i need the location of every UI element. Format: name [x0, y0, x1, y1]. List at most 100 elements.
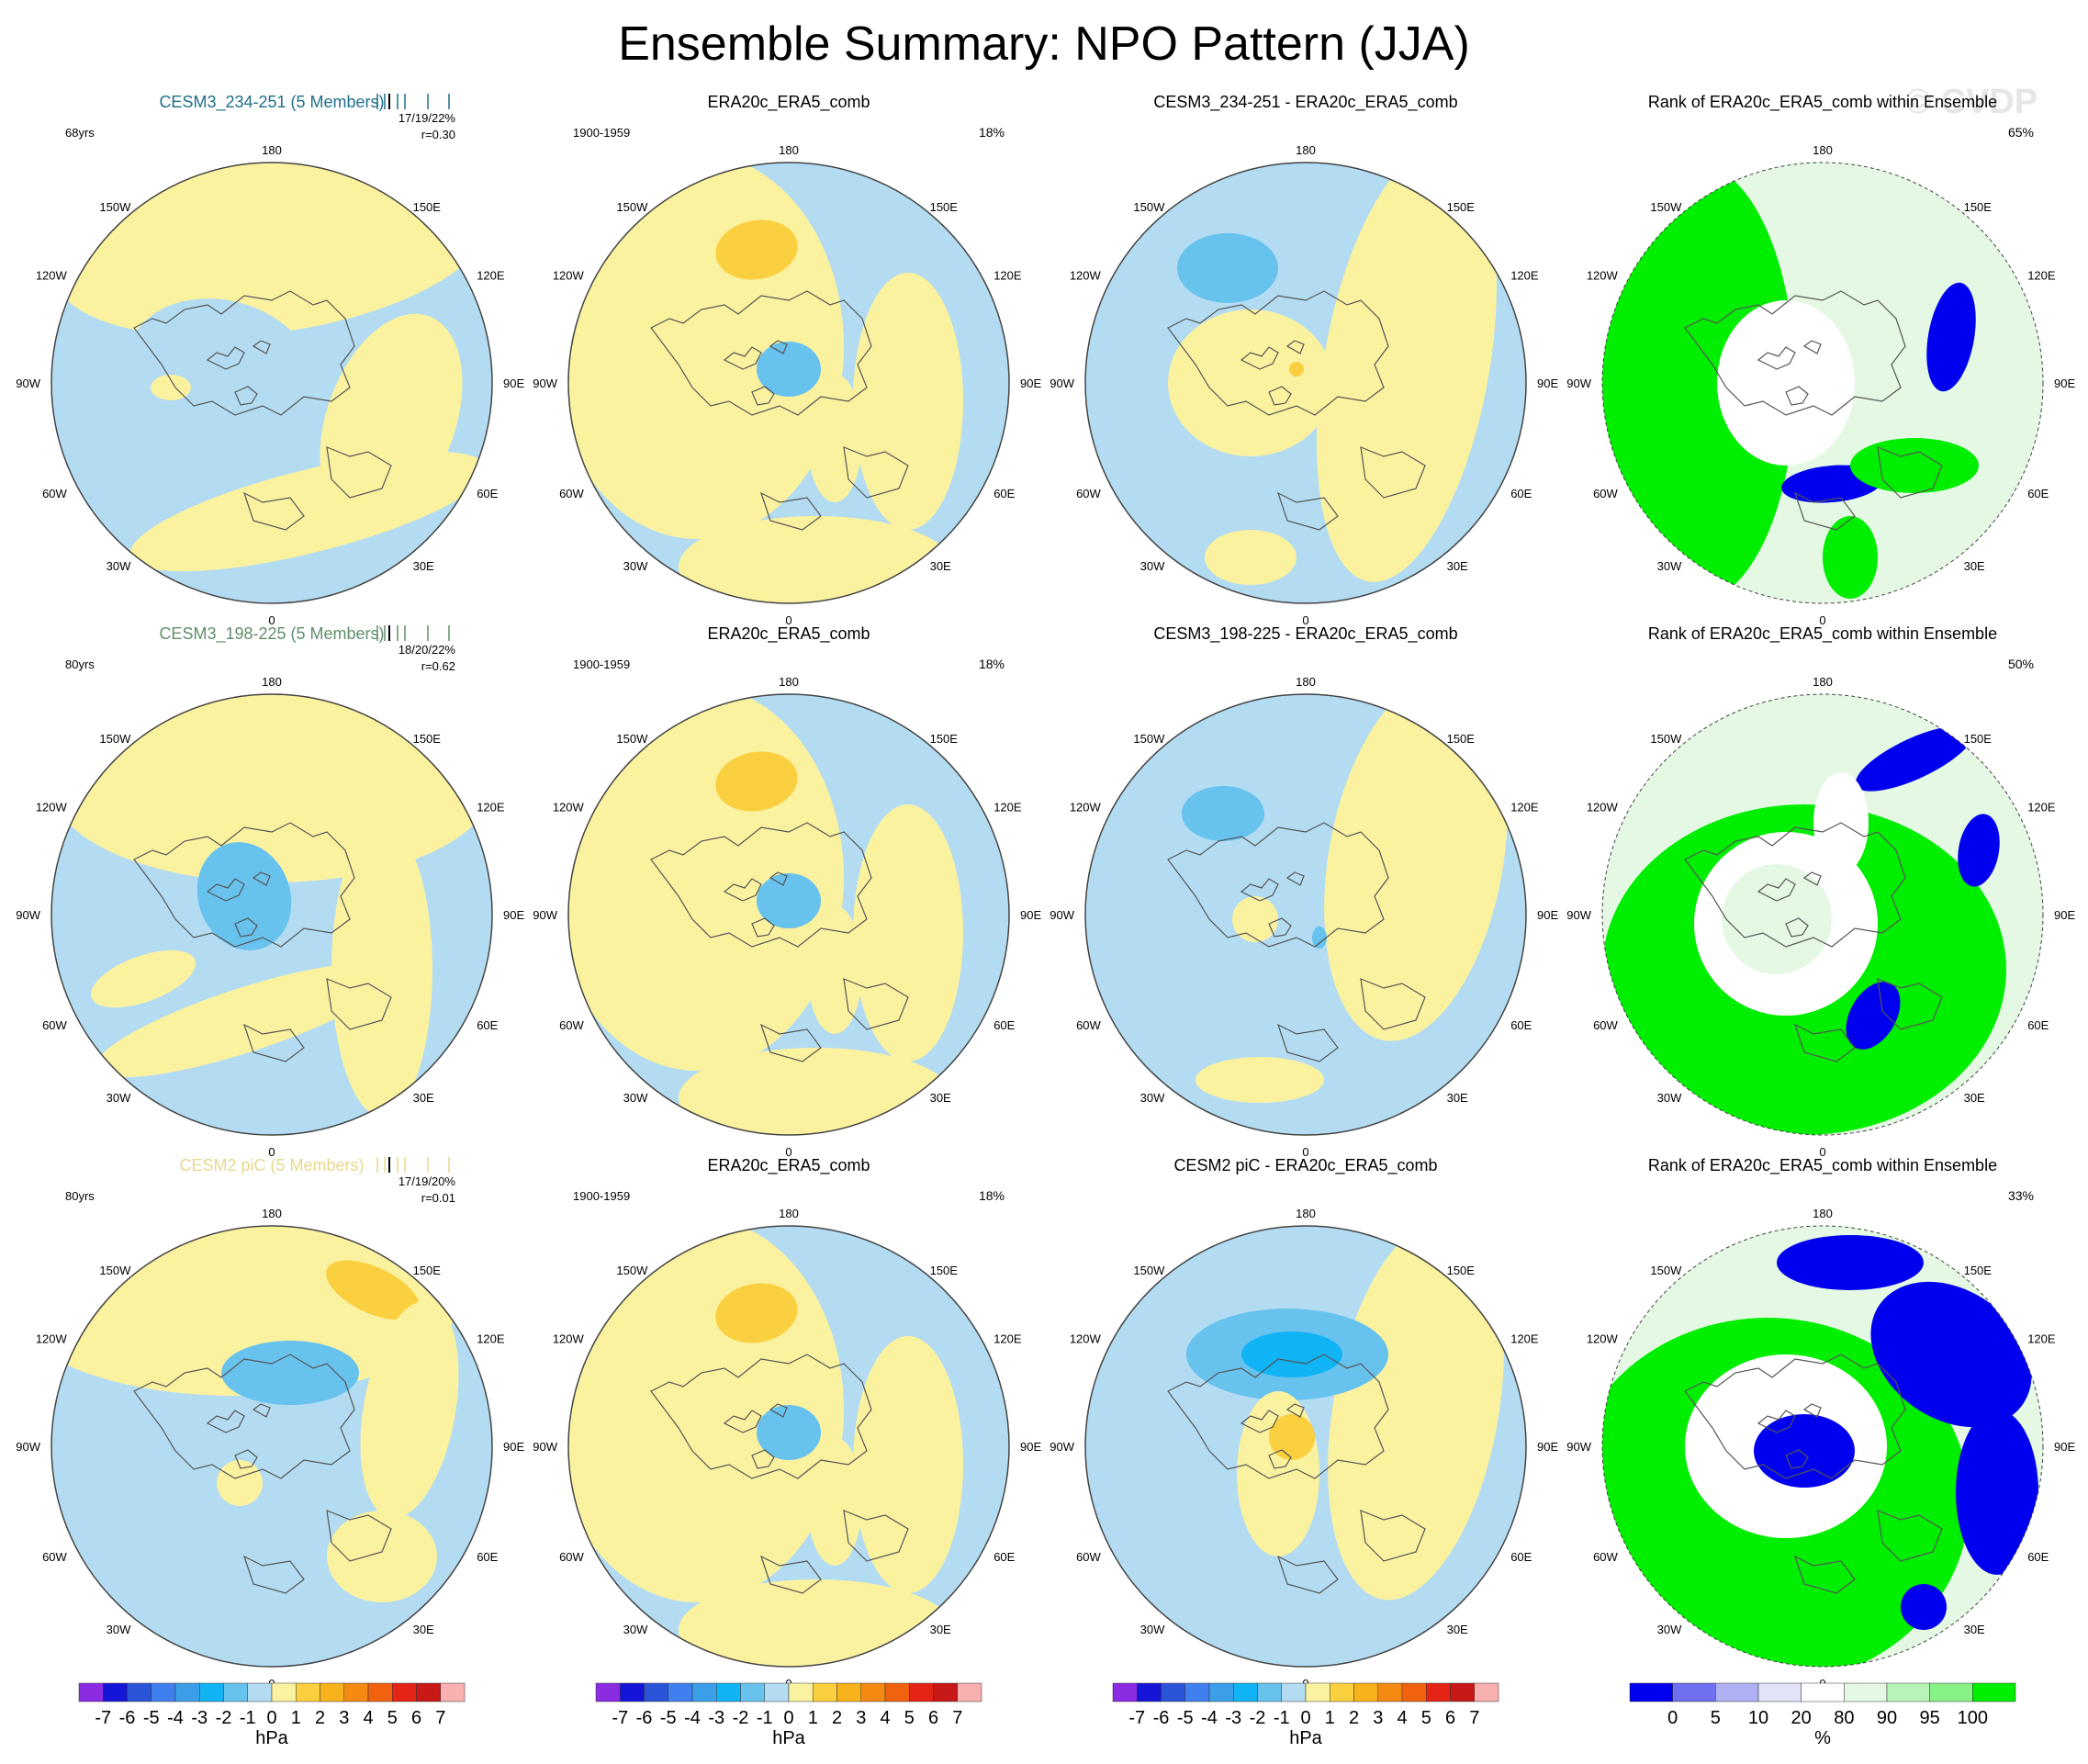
colorbar-tick-label: 0 [1300, 1708, 1310, 1728]
map-border [1601, 1225, 2044, 1668]
longitude-label: 0 [268, 1145, 275, 1159]
colorbar-swatch [296, 1682, 320, 1702]
colorbar-tick-label: -3 [191, 1708, 208, 1728]
longitude-label: 90E [1537, 1440, 1558, 1454]
field-blob-rank_lo [1754, 1414, 1855, 1488]
longitude-label: 30E [930, 559, 951, 573]
colorbar-hpa-3: -7 -6 -5 -4 -3 -2 -1 0 1 2 3 4 5 6 7 hPa [1112, 1682, 1499, 1748]
colorbar-tick-label: 3 [339, 1708, 349, 1728]
pct-label: 18% [979, 657, 1005, 671]
colorbar-swatch [957, 1682, 982, 1702]
coastline [1684, 1354, 1943, 1594]
colorbar-unit: % [1814, 1728, 1831, 1748]
longitude-label: 180 [262, 675, 282, 689]
map-panel-rank-row2: 180 150E 120E 90E 60E 30E 0 30W 60W 90W 120W 150W Ra… [1566, 624, 2075, 1159]
longitude-label: 150E [1964, 1264, 1993, 1277]
field-blob-neg3 [1177, 233, 1278, 303]
colorbar-tick-label: -4 [1201, 1708, 1218, 1728]
colorbar-swatch [1330, 1682, 1354, 1702]
colorbar-swatch [103, 1682, 128, 1702]
colorbar-tick-label: -1 [757, 1708, 773, 1728]
panel-title: CESM3_198-225 (5 Members) [159, 624, 384, 644]
longitude-label: 180 [1296, 143, 1316, 157]
longitude-label: 60E [1510, 1550, 1532, 1564]
field-blob-rank_lo [1855, 725, 1974, 792]
colorbar-swatch [78, 1682, 104, 1702]
pct-label: 33% [2008, 1188, 2034, 1203]
map-border [51, 1225, 493, 1668]
field-shading [1602, 725, 2006, 1135]
longitude-label: 90E [503, 1440, 524, 1454]
colorbar-swatch [595, 1682, 621, 1702]
longitude-label: 180 [779, 1207, 799, 1220]
longitude-label: 120E [1510, 800, 1539, 814]
longitude-label: 90W [1566, 908, 1591, 922]
colorbar-tick-label: 5 [1421, 1708, 1431, 1728]
longitude-label: 60E [993, 1018, 1015, 1032]
colorbar-tick-label: -5 [143, 1708, 160, 1728]
field-blob-neg3 [1312, 927, 1327, 949]
map-border [567, 693, 1010, 1136]
longitude-label: 150E [413, 1264, 442, 1277]
colorbar-tick-label: 3 [856, 1708, 866, 1728]
colorbar-swatch [909, 1682, 934, 1702]
longitude-label: 150W [1133, 732, 1165, 746]
field-blob-pos2 [715, 219, 798, 280]
field-blob-rank_mid [1717, 300, 1855, 466]
colorbar-swatch [716, 1682, 741, 1702]
longitude-label: 150W [1650, 732, 1682, 746]
longitude-label: 30E [1964, 559, 1985, 573]
colorbar-tick-label: 100 [1958, 1708, 1988, 1728]
period-label: 1900-1959 [573, 657, 630, 671]
field-blob-rank_lo [1926, 282, 1976, 392]
colorbar-swatch [1474, 1682, 1499, 1702]
longitude-label: 150E [930, 1264, 959, 1277]
longitude-label: 120E [993, 800, 1022, 814]
map-panel-obs-row2: 180 150E 120E 90E 60E 30E 0 30W 60W 90W 120W 150W ER… [533, 624, 1041, 1159]
longitude-label: 60E [477, 1550, 498, 1564]
figure-title: Ensemble Summary: NPO Pattern (JJA) [618, 17, 1470, 71]
field-blob-pos1 [853, 1336, 963, 1593]
field-blob-rank_lo [1846, 982, 1901, 1050]
colorbar-rank: 0 5 10 20 80 90 95 100% [1629, 1682, 2016, 1748]
longitude-label: 120W [1587, 800, 1619, 814]
colorbar-swatch [1629, 1682, 1673, 1702]
longitude-label: 60W [42, 487, 67, 500]
longitude-label: 120E [1510, 1331, 1539, 1345]
colorbar-swatch [151, 1682, 176, 1702]
colorbar-swatch [392, 1682, 417, 1702]
colorbar-swatch [1801, 1682, 1845, 1702]
colorbar-swatch [620, 1682, 645, 1702]
colorbar-tick-label: 2 [832, 1708, 842, 1728]
panel-title: ERA20c_ERA5_comb [707, 1156, 870, 1175]
field-blob-neg3 [757, 873, 821, 928]
map-border [1084, 693, 1527, 1136]
longitude-label: 60E [2027, 1018, 2049, 1032]
colorbar-tick-label: 1 [1325, 1708, 1335, 1728]
colorbar-swatch [1715, 1682, 1759, 1702]
longitude-label: 90W [1050, 908, 1074, 922]
longitude-label: 0 [1819, 1145, 1825, 1159]
field-blob-pos1 [95, 962, 394, 1078]
pattern-corr-label: r=0.30 [421, 128, 455, 141]
colorbar-tick-label: -5 [660, 1708, 677, 1728]
pct-label: 18% [979, 125, 1005, 140]
colorbar-tick-label: 90 [1877, 1708, 1897, 1728]
colorbar-swatch [174, 1682, 200, 1702]
colorbar-swatch [320, 1682, 344, 1702]
colorbar-swatch [127, 1682, 152, 1702]
field-blob-pos1 [1232, 896, 1278, 942]
panel-title: Rank of ERA20c_ERA5_comb within Ensemble [1648, 1156, 1997, 1175]
longitude-label: 30E [1964, 1623, 1985, 1636]
coastline [650, 822, 909, 1062]
colorbar-swatch [367, 1682, 393, 1702]
field-blob-rank_hi [1602, 163, 1795, 603]
colorbar-swatch [1112, 1682, 1138, 1702]
field-blob-pos2 [715, 751, 798, 812]
map-panel-diff-row3: 180150E120E90E60E30E030W60W90W120W150WCE… [1050, 1156, 1558, 1691]
colorbar-tick-label: 6 [928, 1708, 938, 1728]
longitude-label: 60E [993, 487, 1015, 500]
longitude-label: 90E [503, 908, 524, 922]
longitude-label: 30E [1447, 1091, 1468, 1105]
pct-range-label: 18/20/22% [399, 643, 456, 657]
